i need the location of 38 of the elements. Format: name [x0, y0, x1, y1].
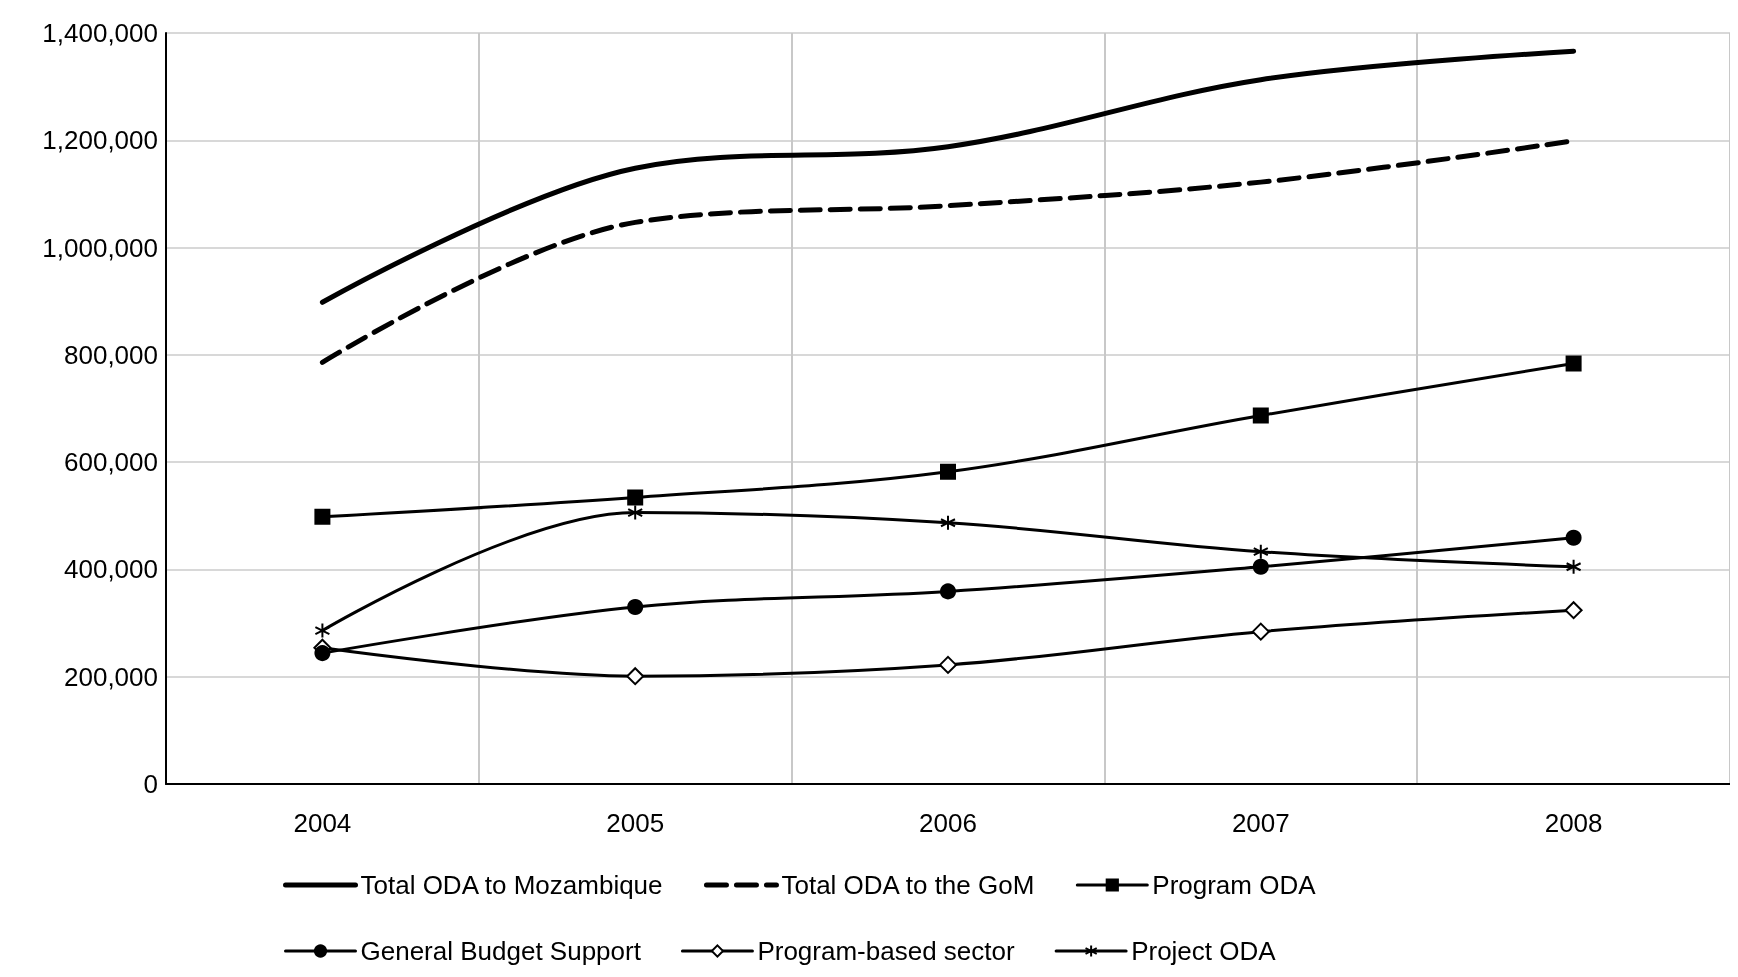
point	[314, 645, 331, 662]
x-tick-label: 2004	[293, 808, 352, 838]
y-tick-label: 1,200,000	[42, 125, 158, 156]
point	[1252, 407, 1269, 424]
point	[1251, 622, 1270, 641]
y-tick-label: 0	[143, 769, 158, 799]
point	[1565, 355, 1582, 372]
legend-label: Program ODA	[1152, 870, 1317, 900]
y-tick-label: 600,000	[64, 447, 158, 478]
legend-label: Total ODA to Mozambique	[360, 870, 663, 900]
point	[939, 655, 957, 674]
point	[1252, 558, 1269, 575]
point	[1252, 543, 1269, 560]
point	[1564, 601, 1583, 620]
legend-label: General Budget Support	[360, 936, 642, 966]
y-tick-label: 1,000,000	[42, 232, 158, 263]
point	[314, 622, 331, 639]
point	[1565, 529, 1582, 546]
point	[627, 598, 644, 615]
x-tick-label: 2008	[1544, 808, 1603, 838]
x-tick-label: 2006	[919, 808, 977, 838]
point	[627, 489, 644, 506]
x-tick-label: 2005	[606, 808, 665, 838]
point	[314, 508, 331, 525]
y-tick-label: 400,000	[64, 554, 158, 585]
point	[940, 583, 956, 600]
point	[1565, 558, 1582, 575]
point	[626, 667, 645, 686]
point	[627, 504, 644, 521]
y-tick-label: 1,400,000	[42, 18, 158, 48]
point	[940, 514, 956, 531]
x-tick-label: 2007	[1231, 808, 1290, 838]
legend-label: Total ODA to the GoM	[781, 870, 1035, 900]
y-tick-label: 200,000	[64, 661, 158, 692]
legend-label: Project ODA	[1131, 936, 1277, 966]
legend-label: Program-based sector	[757, 936, 1015, 966]
y-tick-label: 800,000	[64, 339, 158, 370]
point	[940, 463, 956, 480]
